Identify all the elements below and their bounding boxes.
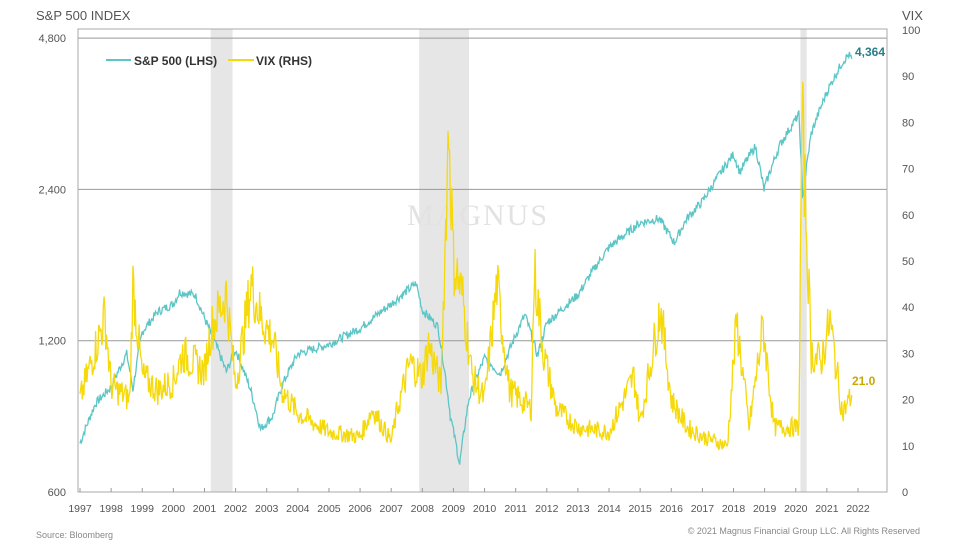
- x-tick-label: 1997: [68, 503, 92, 515]
- vix-end-label: 21.0: [852, 374, 876, 388]
- x-tick-label: 2016: [660, 503, 684, 515]
- legend-label-vix: VIX (RHS): [256, 54, 312, 68]
- right-tick-label: 40: [902, 302, 914, 314]
- recession-band: [210, 29, 233, 492]
- legend: S&P 500 (LHS) VIX (RHS): [106, 54, 312, 68]
- plot-frame: [77, 28, 888, 493]
- left-axis-title: S&P 500 INDEX: [36, 8, 131, 23]
- x-tick-label: 2015: [628, 503, 652, 515]
- x-tick-label: 2011: [504, 503, 527, 515]
- right-axis-title: VIX: [902, 8, 923, 23]
- right-tick-label: 50: [902, 256, 914, 268]
- x-tick-label: 2012: [535, 503, 559, 515]
- x-tick-label: 2013: [566, 503, 590, 515]
- right-tick-label: 60: [902, 210, 914, 222]
- x-tick-label: 2001: [193, 503, 217, 515]
- sp500-end-label: 4,364: [855, 45, 885, 59]
- copyright-note: © 2021 Magnus Financial Group LLC. All R…: [688, 526, 920, 536]
- right-tick-label: 0: [902, 487, 908, 499]
- legend-label-sp500: S&P 500 (LHS): [134, 54, 217, 68]
- right-tick-label: 20: [902, 395, 914, 407]
- source-note: Source: Bloomberg: [36, 530, 113, 540]
- x-tick-label: 2017: [691, 503, 715, 515]
- x-tick-label: 2009: [442, 503, 466, 515]
- right-tick-label: 70: [902, 164, 914, 176]
- x-tick-label: 2002: [224, 503, 248, 515]
- x-tick-label: 2022: [846, 503, 870, 515]
- left-tick-label: 600: [48, 487, 66, 499]
- x-tick-label: 2018: [722, 503, 746, 515]
- x-tick-label: 2000: [162, 503, 186, 515]
- recession-band: [800, 29, 807, 492]
- x-tick-label: 2004: [286, 503, 310, 515]
- vix-line: [79, 81, 853, 451]
- x-tick-label: 2008: [411, 503, 435, 515]
- x-tick-label: 2010: [473, 503, 497, 515]
- x-tick-label: 2020: [784, 503, 808, 515]
- x-tick-label: 1999: [131, 503, 155, 515]
- left-tick-label: 4,800: [38, 33, 66, 45]
- right-tick-label: 90: [902, 71, 914, 83]
- x-tick-label: 2007: [380, 503, 404, 515]
- left-tick-label: 1,200: [38, 336, 66, 348]
- left-tick-label: 2,400: [38, 184, 66, 196]
- x-tick-label: 2019: [753, 503, 777, 515]
- right-tick-label: 10: [902, 441, 914, 453]
- x-tick-label: 2021: [815, 503, 839, 515]
- watermark: MAGNUS: [407, 199, 549, 232]
- recession-band: [419, 29, 469, 492]
- x-tick-label: 1998: [99, 503, 123, 515]
- right-tick-label: 100: [902, 25, 920, 37]
- right-tick-label: 80: [902, 117, 914, 129]
- x-tick-label: 2014: [597, 503, 621, 515]
- x-tick-label: 2005: [317, 503, 341, 515]
- right-tick-label: 30: [902, 348, 914, 360]
- x-tick-label: 2003: [255, 503, 279, 515]
- x-tick-label: 2006: [348, 503, 372, 515]
- sp500-line: [79, 51, 853, 465]
